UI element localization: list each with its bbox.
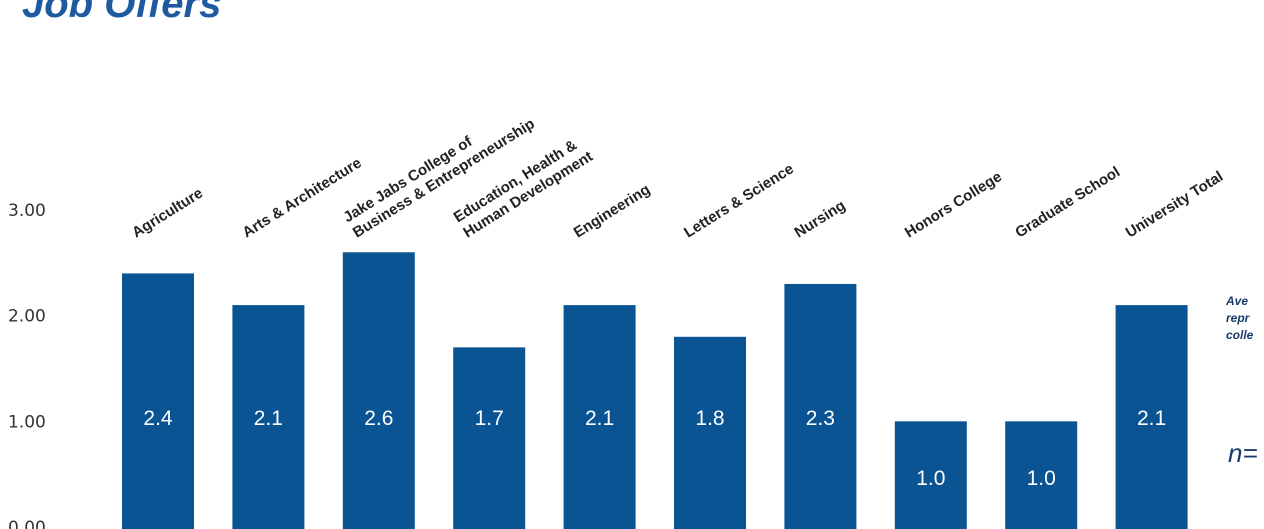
x-tick-label: Letters & Science bbox=[681, 160, 797, 241]
chart-title: Job Offers bbox=[22, 0, 222, 26]
x-tick-label-line: University Total bbox=[1123, 168, 1226, 241]
bar-value-label: 2.6 bbox=[364, 407, 393, 430]
sample-size-label: n= bbox=[1228, 438, 1258, 468]
x-tick-label-line: Nursing bbox=[792, 197, 849, 241]
x-tick-label-line: Agriculture bbox=[129, 185, 206, 242]
bar-value-label: 1.0 bbox=[1027, 467, 1056, 490]
bar bbox=[232, 305, 305, 529]
x-tick-label: Jake Jabs College ofBusiness & Entrepren… bbox=[340, 100, 537, 241]
bar-value-label: 1.8 bbox=[695, 407, 724, 430]
x-tick-label: Engineering bbox=[571, 181, 654, 241]
x-tick-label-line: Honors College bbox=[902, 168, 1005, 241]
bar bbox=[453, 347, 526, 529]
bar-value-label: 2.1 bbox=[254, 407, 283, 430]
side-note-line: repr bbox=[1226, 311, 1250, 325]
bar-value-label: 1.7 bbox=[475, 407, 504, 430]
bar-value-label: 2.1 bbox=[1137, 407, 1166, 430]
x-tick-label: Nursing bbox=[792, 197, 849, 241]
x-tick-label-line: Engineering bbox=[571, 181, 654, 241]
bar-value-label: 2.3 bbox=[806, 407, 835, 430]
bars: 2.4 2.1 2.6 1.7 2.1 1.8 2.3 1.0 1.0 2.1 bbox=[122, 252, 1188, 529]
y-axis: 0.00 1.00 2.00 3.00 bbox=[8, 201, 46, 529]
side-note-line: colle bbox=[1226, 328, 1254, 342]
x-tick-label-line: Graduate School bbox=[1012, 163, 1123, 241]
bar bbox=[894, 421, 967, 529]
bar bbox=[1005, 421, 1078, 529]
side-note-line: Ave bbox=[1226, 294, 1249, 308]
x-tick-label: Agriculture bbox=[129, 185, 206, 242]
x-tick-label: University Total bbox=[1123, 168, 1226, 241]
bar bbox=[674, 336, 746, 529]
y-tick-label: 3.00 bbox=[8, 201, 46, 221]
x-tick-label: Arts & Architecture bbox=[240, 154, 365, 241]
y-tick-label: 0.00 bbox=[8, 518, 46, 529]
bar-value-label: 2.1 bbox=[585, 407, 614, 430]
x-tick-label-line: Letters & Science bbox=[681, 160, 797, 241]
x-tick-label: Honors College bbox=[902, 168, 1005, 241]
y-tick-label: 2.00 bbox=[8, 307, 46, 327]
bar bbox=[563, 305, 636, 529]
bar-value-label: 1.0 bbox=[916, 467, 945, 490]
bar bbox=[342, 252, 415, 529]
bar bbox=[784, 283, 857, 529]
y-tick-label: 1.00 bbox=[8, 412, 46, 432]
x-tick-label: Graduate School bbox=[1012, 163, 1123, 241]
bar bbox=[1115, 305, 1188, 529]
side-note: Ave repr colle bbox=[1226, 293, 1264, 344]
x-tick-label-line: Arts & Architecture bbox=[240, 154, 365, 241]
bar bbox=[122, 273, 194, 529]
bar-value-label: 2.4 bbox=[143, 407, 173, 430]
